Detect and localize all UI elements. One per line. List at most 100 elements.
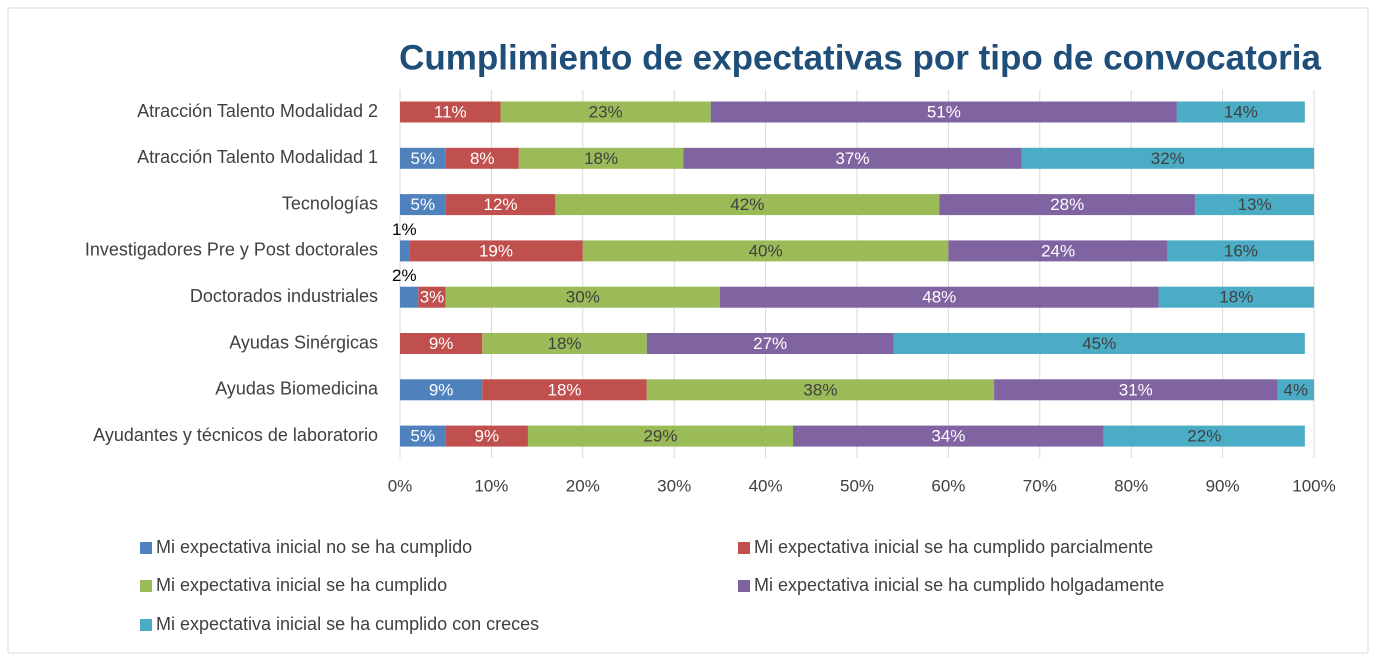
data-label: 18% xyxy=(548,334,582,353)
x-tick-label: 70% xyxy=(1023,476,1057,495)
data-label: 22% xyxy=(1187,427,1221,446)
bar-segment xyxy=(555,194,940,216)
legend-label: Mi expectativa inicial no se ha cumplido xyxy=(156,537,472,557)
data-label: 12% xyxy=(484,195,518,214)
legend-swatch xyxy=(140,542,152,554)
bar-segment xyxy=(1103,425,1305,447)
bar-segment xyxy=(683,147,1022,169)
legend-label: Mi expectativa inicial se ha cumplido xyxy=(156,575,447,595)
chart-title: Cumplimiento de expectativas por tipo de… xyxy=(399,38,1321,77)
x-tick-label: 40% xyxy=(749,476,783,495)
bar-segment xyxy=(400,147,446,169)
data-label: 28% xyxy=(1050,195,1084,214)
bar-segment xyxy=(409,240,583,262)
data-label: 5% xyxy=(411,195,436,214)
data-label: 32% xyxy=(1151,149,1185,168)
legend-label: Mi expectativa inicial se ha cumplido co… xyxy=(156,614,539,634)
x-tick-label: 80% xyxy=(1114,476,1148,495)
category-label: Atracción Talento Modalidad 2 xyxy=(137,101,378,121)
bar-segment xyxy=(527,425,794,447)
x-tick-label: 60% xyxy=(931,476,965,495)
bar-segment xyxy=(1195,194,1314,216)
x-tick-label: 20% xyxy=(566,476,600,495)
data-label: 13% xyxy=(1238,195,1272,214)
data-label: 2% xyxy=(392,266,417,285)
bar-segment xyxy=(445,147,519,169)
bar-segment xyxy=(893,333,1305,354)
x-tick-label: 30% xyxy=(657,476,691,495)
legend-swatch xyxy=(140,619,152,631)
bar-segment xyxy=(793,425,1104,447)
data-label: 5% xyxy=(411,149,436,168)
bar-segment xyxy=(1021,147,1314,169)
bar-segment xyxy=(400,194,446,216)
x-tick-label: 0% xyxy=(388,476,413,495)
bar-segment xyxy=(445,425,528,447)
data-label: 16% xyxy=(1224,241,1258,260)
data-label: 45% xyxy=(1082,334,1116,353)
legend-label: Mi expectativa inicial se ha cumplido ho… xyxy=(754,575,1164,595)
bar-segment xyxy=(400,286,419,308)
data-label: 42% xyxy=(730,195,764,214)
legend-label: Mi expectativa inicial se ha cumplido pa… xyxy=(754,537,1153,557)
x-tick-label: 10% xyxy=(474,476,508,495)
category-label: Atracción Talento Modalidad 1 xyxy=(137,147,378,167)
data-label: 4% xyxy=(1283,380,1308,399)
bar-segment xyxy=(994,379,1278,401)
data-label: 48% xyxy=(922,288,956,307)
category-label: Tecnologías xyxy=(282,193,378,213)
bar-segment xyxy=(400,240,410,262)
data-label: 29% xyxy=(643,427,677,446)
category-label: Ayudas Sinérgicas xyxy=(229,332,378,352)
bar-segment xyxy=(948,240,1168,262)
data-label: 40% xyxy=(749,241,783,260)
data-label: 34% xyxy=(931,427,965,446)
data-label: 24% xyxy=(1041,241,1075,260)
legend-swatch xyxy=(738,542,750,554)
x-tick-label: 50% xyxy=(840,476,874,495)
bar-segment xyxy=(400,425,446,447)
bar-segment xyxy=(400,101,501,123)
bar-segment xyxy=(710,101,1177,123)
category-label: Ayudantes y técnicos de laboratorio xyxy=(93,425,378,445)
legend-swatch xyxy=(738,580,750,592)
data-label: 9% xyxy=(475,427,500,446)
bar-segment xyxy=(445,194,556,216)
data-label: 3% xyxy=(420,288,445,307)
bar-segment xyxy=(445,286,720,308)
data-label: 8% xyxy=(470,149,495,168)
bar-segment xyxy=(582,240,949,262)
data-label: 9% xyxy=(429,334,454,353)
bar-segment xyxy=(1277,379,1314,401)
category-label: Doctorados industriales xyxy=(190,286,378,306)
bar-segment xyxy=(1176,101,1305,123)
data-label: 51% xyxy=(927,102,961,121)
data-label: 11% xyxy=(434,102,467,121)
bar-segment xyxy=(500,101,711,123)
bar-segment xyxy=(400,333,483,354)
bar-segment xyxy=(400,379,483,401)
data-label: 27% xyxy=(753,334,787,353)
bar-segment xyxy=(482,379,647,401)
data-label: 18% xyxy=(1219,288,1253,307)
category-label: Investigadores Pre y Post doctorales xyxy=(85,240,378,260)
category-label: Ayudas Biomedicina xyxy=(215,379,379,399)
x-tick-label: 90% xyxy=(1206,476,1240,495)
data-label: 18% xyxy=(548,380,582,399)
data-label: 38% xyxy=(803,380,837,399)
data-label: 23% xyxy=(589,102,623,121)
legend-swatch xyxy=(140,580,152,592)
data-label: 18% xyxy=(584,149,618,168)
bar-segment xyxy=(1158,286,1314,308)
data-label: 5% xyxy=(411,427,436,446)
data-label: 9% xyxy=(429,380,454,399)
x-tick-label: 100% xyxy=(1292,476,1335,495)
data-label: 19% xyxy=(479,241,513,260)
bar-segment xyxy=(719,286,1159,308)
bar-segment xyxy=(1167,240,1314,262)
bar-segment xyxy=(482,333,647,354)
data-label: 31% xyxy=(1119,380,1153,399)
bar-segment xyxy=(518,147,684,169)
